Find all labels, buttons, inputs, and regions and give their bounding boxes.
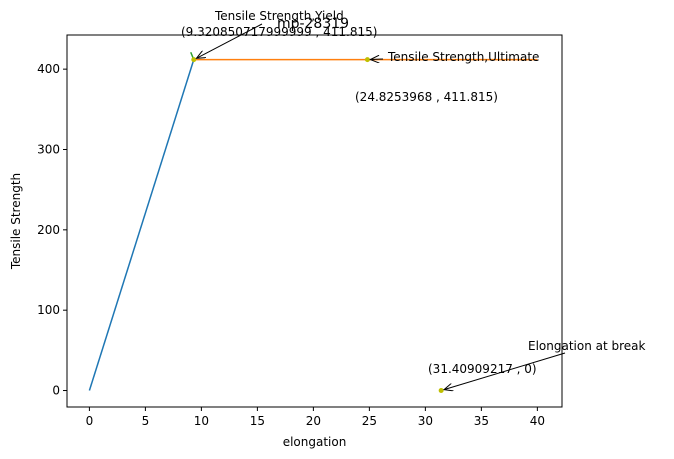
- y-tick-label: 200: [37, 223, 60, 237]
- annotation-break-coords: (31.40909217 , 0): [428, 362, 537, 376]
- x-tick-label: 30: [418, 414, 433, 428]
- y-tick-label: 100: [37, 303, 60, 317]
- annotation-ultimate-arrow: [370, 59, 384, 60]
- annotation-yield-coords: (9.320850717999999 , 411.815): [181, 25, 377, 39]
- x-tick-label: 40: [530, 414, 545, 428]
- annotation-yield-arrow: [196, 23, 263, 58]
- point-break: [438, 388, 444, 394]
- axes-frame: [66, 34, 563, 408]
- x-tick-label: 10: [194, 414, 209, 428]
- point-yield: [191, 57, 197, 63]
- x-tick-label: 0: [86, 414, 94, 428]
- annotation-yield-label: Tensile Strength,Yield: [214, 9, 344, 23]
- plot-layer: [88, 51, 538, 394]
- annotation-ultimate-label: Tensile Strength,Ultimate: [387, 50, 539, 64]
- y-tick-label: 0: [52, 384, 60, 398]
- x-tick-label: 35: [474, 414, 489, 428]
- x-axis-label: elongation: [283, 435, 347, 449]
- point-ultimate: [364, 57, 370, 63]
- annotation-break-label: Elongation at break: [528, 339, 646, 353]
- x-tick-label: 15: [250, 414, 265, 428]
- annotation-break-arrow: [444, 352, 566, 390]
- series-line-elastic: [88, 59, 195, 391]
- x-tick-label: 25: [362, 414, 377, 428]
- y-tick-label: 300: [37, 142, 60, 156]
- x-tick-label: 20: [306, 414, 321, 428]
- y-tick-label: 400: [37, 62, 60, 76]
- x-tick-label: 5: [142, 414, 150, 428]
- annotation-ultimate-coords: (24.8253968 , 411.815): [355, 90, 498, 104]
- chart-title: mp-28319: [277, 16, 349, 32]
- y-axis-label: Tensile Strength: [9, 173, 23, 270]
